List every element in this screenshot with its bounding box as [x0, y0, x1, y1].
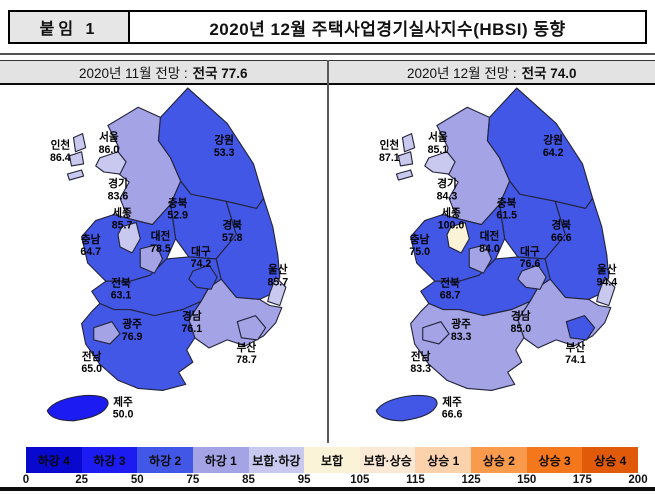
region-seoul-label: 서울 85.1 — [427, 131, 448, 156]
region-chungbuk-label: 충북 52.9 — [168, 196, 189, 221]
region-jeju — [46, 394, 109, 422]
region-gyeongbuk-label: 경북 57.8 — [222, 219, 243, 244]
region-ulsan — [595, 276, 616, 307]
legend-band-3: 하강 2 — [137, 447, 193, 473]
map-panels: 2020년 11월 전망 : 전국 77.6 경기 83.6 강원 53.3 충북 52.… — [0, 60, 655, 443]
region-gangwon-label: 강원 64.2 — [543, 134, 564, 159]
region-ulsan — [267, 276, 287, 307]
legend-band-1: 하강 4 — [26, 447, 82, 473]
region-busan — [237, 315, 267, 341]
region-sejong — [117, 222, 142, 254]
legend-tick-150: 150 — [517, 474, 537, 486]
region-seoul-label: 서울 86.0 — [99, 131, 120, 156]
region-gwangju — [421, 321, 450, 345]
region-jeonnam-label: 전남 65.0 — [82, 350, 103, 375]
region-jeonbuk-label: 전북 68.7 — [439, 276, 460, 301]
legend-tick-25: 25 — [75, 474, 89, 486]
panel-divider — [326, 60, 329, 443]
panel-december-header: 2020년 12월 전망 : 전국 74.0 — [328, 60, 655, 85]
region-jeonbuk-label: 전북 63.1 — [111, 276, 132, 301]
panel-december-title: 2020년 12월 전망 : — [406, 66, 517, 81]
legend-tick-0: 0 — [22, 474, 30, 486]
panel-november-national-value: 전국 77.6 — [192, 66, 248, 81]
region-jeju — [375, 394, 438, 422]
region-seoul — [95, 151, 127, 175]
region-incheon — [67, 133, 87, 181]
panel-december-national-value: 전국 74.0 — [521, 66, 577, 81]
map-november: 경기 83.6 강원 53.3 충북 52.9 충남 64.7 경북 57.8 경남 76.1 전북 63… — [0, 85, 327, 443]
region-daejeon-label: 대전 84.0 — [479, 230, 500, 255]
region-gwangju — [93, 321, 121, 345]
korea-map-november: 경기 83.6 강원 53.3 충북 52.9 충남 64.7 경북 57.8 경남 76.1 전북 63… — [46, 87, 289, 422]
horizontal-rule-top — [0, 53, 655, 55]
legend-band-2: 하강 3 — [81, 447, 138, 473]
region-daejeon — [139, 244, 164, 274]
region-gwangju-label: 광주 83.3 — [451, 319, 472, 343]
panel-november: 2020년 11월 전망 : 전국 77.6 경기 83.6 강원 53.3 충북 52.… — [0, 60, 327, 443]
region-chungbuk-label: 충북 61.5 — [496, 196, 517, 221]
region-incheon — [395, 133, 415, 181]
region-seoul — [423, 151, 456, 175]
legend-band-8: 상승 1 — [415, 447, 472, 473]
legend-tick-200: 200 — [628, 474, 648, 486]
region-gyeonggi-label: 경기 84.3 — [436, 177, 457, 202]
region-daegu-label: 대구 76.6 — [519, 245, 540, 270]
legend-band-bar: 하강 4 하강 3 하강 2 하강 1 보합·하강 보합 보합·상승 상승 1 상승 2 상승 3… — [26, 447, 639, 473]
panel-november-header: 2020년 11월 전망 : 전국 77.6 — [0, 60, 327, 85]
document-title-bar: 붙임 1 2020년 12월 주택사업경기실사지수(HBSI) 동향 — [8, 10, 647, 44]
region-sejong-label: 세종 85.7 — [112, 207, 133, 232]
region-jeju-label: 제주 66.6 — [441, 396, 462, 421]
region-jeju-label: 제주 50.0 — [113, 396, 134, 421]
page-title: 2020년 12월 주택사업경기실사지수(HBSI) 동향 — [209, 19, 566, 39]
region-ulsan-label: 울산 85.7 — [268, 263, 289, 288]
legend-band-4: 하강 1 — [192, 447, 249, 473]
region-gyeonggi-label: 경기 83.6 — [108, 177, 129, 202]
panel-december: 2020년 12월 전망 : 전국 74.0 경기 84.3 강원 64.2 충북 61.… — [328, 60, 655, 443]
legend-band-6: 보합 — [304, 447, 360, 473]
legend-band-9: 상승 2 — [471, 447, 527, 473]
legend-tick-95: 95 — [297, 474, 311, 486]
legend-tick-50: 50 — [130, 474, 144, 486]
region-gangwon-label: 강원 53.3 — [214, 134, 235, 159]
panel-november-title: 2020년 11월 전망 : — [78, 66, 188, 81]
region-busan — [565, 315, 595, 341]
legend-band-7: 보합·상승 — [359, 447, 416, 473]
legend-tick-115: 115 — [406, 474, 425, 486]
region-gyeongnam-label: 경남 85.0 — [510, 310, 531, 335]
legend-tick-row: 0 25 50 75 85 95 105 115 125 150 175 200 — [22, 473, 648, 488]
color-scale-legend: 하강 4 하강 3 하강 2 하강 1 보합·하강 보합 보합·상승 상승 1 상승 2 상승 3… — [0, 447, 655, 488]
legend-tick-105: 105 — [350, 474, 370, 486]
region-ulsan-label: 울산 94.4 — [596, 263, 617, 288]
region-busan-label: 부산 74.1 — [565, 341, 586, 366]
map-december: 경기 84.3 강원 64.2 충북 61.5 충남 75.0 경북 66.6 경남 85.0 전북 68… — [329, 85, 655, 443]
legend-tick-85: 85 — [242, 474, 255, 486]
region-chungnam-label: 충남 75.0 — [409, 233, 430, 258]
legend-tick-175: 175 — [572, 474, 592, 486]
legend-band-5: 보합·하강 — [248, 447, 305, 473]
attachment-tag: 붙임 1 — [10, 12, 130, 42]
korea-map-december: 경기 84.3 강원 64.2 충북 61.5 충남 75.0 경북 66.6 경남 85.0 전북 68… — [375, 87, 617, 422]
legend-tick-125: 125 — [461, 474, 481, 486]
region-gwangju-label: 광주 76.9 — [122, 319, 143, 343]
region-busan-label: 부산 78.7 — [236, 341, 257, 366]
region-sejong — [446, 222, 470, 254]
horizontal-rule-bottom — [0, 487, 655, 491]
region-gyeongnam-label: 경남 76.1 — [182, 310, 203, 335]
region-gyeongbuk-label: 경북 66.6 — [551, 219, 572, 244]
region-daegu — [188, 264, 218, 290]
legend-band-11: 상승 4 — [582, 447, 639, 473]
region-incheon-label: 인천 86.4 — [50, 139, 71, 164]
region-daejeon — [468, 244, 492, 274]
region-daegu-label: 대구 74.2 — [191, 245, 212, 270]
legend-tick-75: 75 — [186, 474, 200, 486]
region-daejeon-label: 대전 78.5 — [150, 230, 171, 255]
region-jeonnam-label: 전남 83.3 — [410, 350, 431, 375]
legend-band-10: 상승 3 — [526, 447, 583, 473]
region-chungnam-label: 충남 64.7 — [81, 233, 102, 258]
region-incheon-label: 인천 87.1 — [379, 139, 400, 164]
region-daegu — [516, 264, 547, 290]
region-sejong-label: 세종 100.0 — [438, 207, 465, 232]
